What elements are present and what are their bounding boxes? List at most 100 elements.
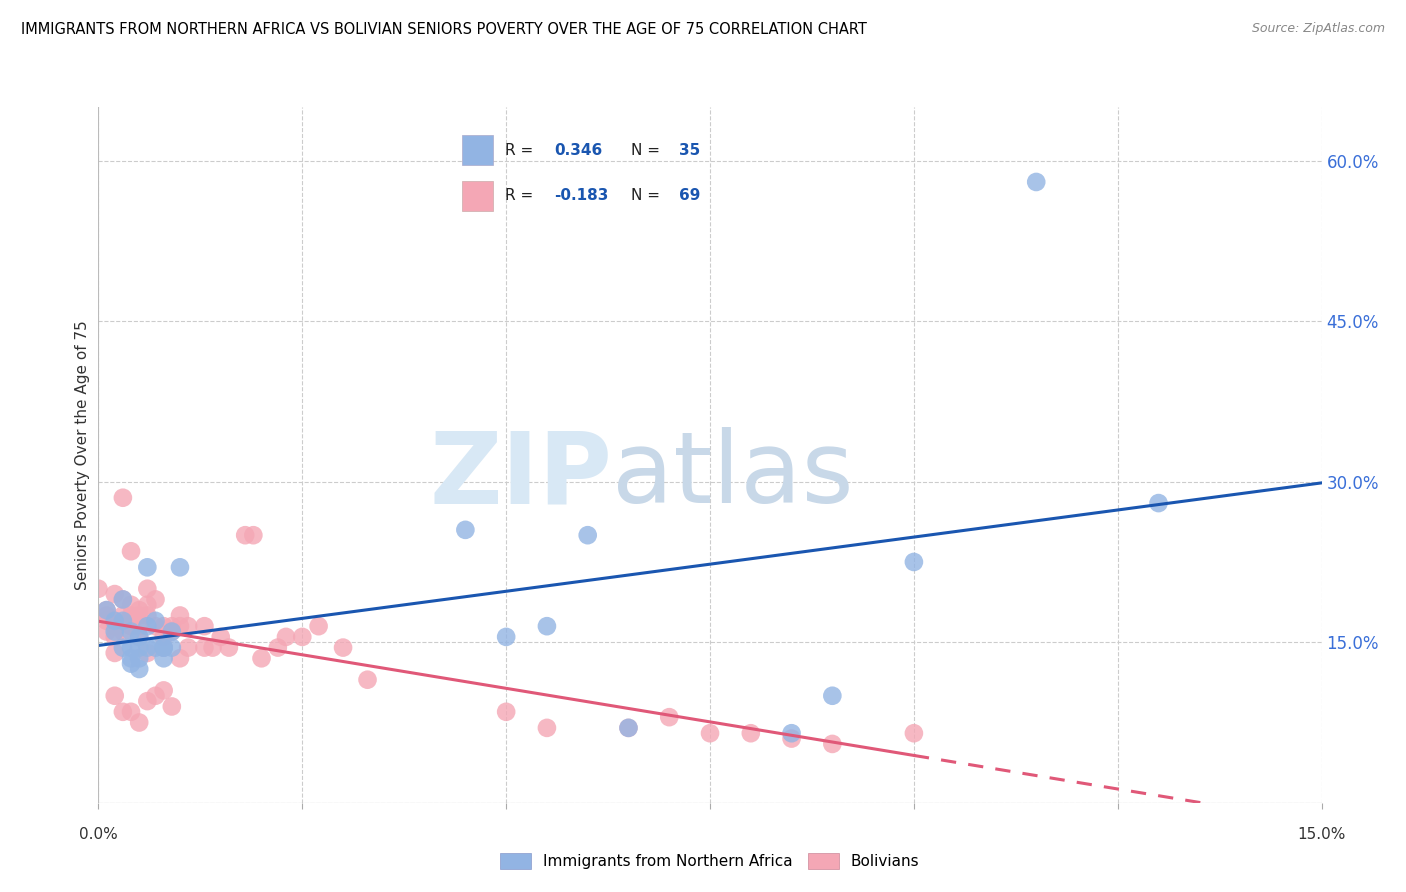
Point — [332, 640, 354, 655]
Point — [699, 726, 721, 740]
Point — [120, 640, 142, 655]
Point — [136, 582, 159, 596]
Point — [104, 614, 127, 628]
Point — [111, 491, 134, 505]
Point — [111, 608, 134, 623]
Point — [903, 726, 925, 740]
Point — [169, 619, 191, 633]
Point — [495, 630, 517, 644]
Text: ZIP: ZIP — [429, 427, 612, 524]
Text: 0.346: 0.346 — [554, 143, 602, 158]
Point — [209, 630, 232, 644]
Point — [308, 619, 330, 633]
Point — [903, 555, 925, 569]
Point — [111, 624, 134, 639]
Point — [136, 646, 159, 660]
Point — [233, 528, 256, 542]
Point — [145, 592, 167, 607]
Point — [250, 651, 273, 665]
Point — [291, 630, 314, 644]
Point — [96, 603, 118, 617]
Point — [136, 560, 159, 574]
Point — [536, 619, 558, 633]
Point — [160, 624, 183, 639]
Point — [120, 608, 142, 623]
Point — [120, 544, 142, 558]
Point — [104, 689, 127, 703]
Point — [356, 673, 378, 687]
Point — [201, 640, 224, 655]
Point — [136, 619, 159, 633]
Text: R =: R = — [505, 143, 538, 158]
Point — [128, 715, 150, 730]
Point — [128, 640, 150, 655]
Point — [96, 608, 118, 623]
Point — [104, 619, 127, 633]
Point — [495, 705, 517, 719]
Point — [111, 640, 134, 655]
Point — [160, 619, 183, 633]
Point — [145, 689, 167, 703]
Point — [152, 683, 174, 698]
Text: atlas: atlas — [612, 427, 853, 524]
Point — [152, 651, 174, 665]
Point — [120, 598, 142, 612]
Point — [104, 587, 127, 601]
Point — [576, 528, 599, 542]
Point — [193, 640, 215, 655]
Point — [740, 726, 762, 740]
Point — [111, 705, 134, 719]
Text: 69: 69 — [679, 188, 700, 203]
Text: Source: ZipAtlas.com: Source: ZipAtlas.com — [1251, 22, 1385, 36]
Bar — [463, 180, 494, 211]
Point — [242, 528, 264, 542]
Point — [160, 640, 183, 655]
Text: 35: 35 — [679, 143, 700, 158]
Point — [177, 619, 200, 633]
Point — [136, 598, 159, 612]
Point — [96, 624, 118, 639]
Text: 0.0%: 0.0% — [79, 827, 118, 841]
Point — [267, 640, 290, 655]
Point — [136, 608, 159, 623]
Point — [136, 640, 159, 655]
Point — [120, 651, 142, 665]
Text: R =: R = — [505, 188, 538, 203]
Point — [104, 614, 127, 628]
Legend: Immigrants from Northern Africa, Bolivians: Immigrants from Northern Africa, Bolivia… — [495, 847, 925, 875]
Point — [128, 630, 150, 644]
Bar — [463, 136, 494, 166]
Point — [780, 731, 803, 746]
Text: N =: N = — [630, 143, 665, 158]
Point — [120, 705, 142, 719]
Point — [152, 619, 174, 633]
Point — [120, 624, 142, 639]
Point — [152, 640, 174, 655]
Point — [128, 662, 150, 676]
Point — [169, 560, 191, 574]
Point — [617, 721, 640, 735]
Point — [1147, 496, 1170, 510]
Point — [104, 630, 127, 644]
Point — [160, 624, 183, 639]
Point — [111, 592, 134, 607]
Point — [96, 614, 118, 628]
Point — [152, 630, 174, 644]
Point — [821, 689, 844, 703]
Point — [152, 640, 174, 655]
Point — [128, 603, 150, 617]
Text: N =: N = — [630, 188, 665, 203]
Point — [821, 737, 844, 751]
Point — [120, 619, 142, 633]
Point — [136, 694, 159, 708]
Text: IMMIGRANTS FROM NORTHERN AFRICA VS BOLIVIAN SENIORS POVERTY OVER THE AGE OF 75 C: IMMIGRANTS FROM NORTHERN AFRICA VS BOLIV… — [21, 22, 868, 37]
Y-axis label: Seniors Poverty Over the Age of 75: Seniors Poverty Over the Age of 75 — [75, 320, 90, 590]
Point — [780, 726, 803, 740]
Point — [145, 614, 167, 628]
Point — [218, 640, 240, 655]
Point — [128, 619, 150, 633]
Point — [87, 582, 110, 596]
Point — [454, 523, 477, 537]
Point — [536, 721, 558, 735]
Point — [128, 651, 150, 665]
